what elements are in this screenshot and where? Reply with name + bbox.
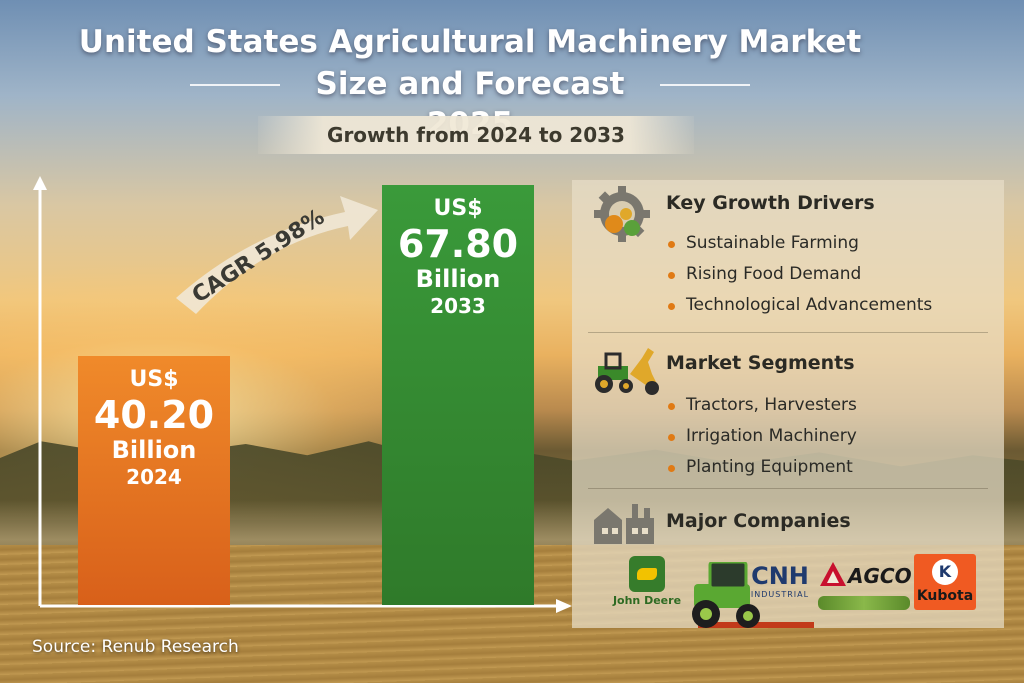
section-divider [588,488,988,489]
bar-value-label: 40.20 [94,393,214,437]
bar-value-label: 67.80 [398,222,518,266]
agco-logo: AGCO [818,556,912,618]
bar-2024 [78,356,230,605]
cnh-logo: CNH INDUSTRIAL [748,562,812,612]
cnh-sublabel: INDUSTRIAL [750,590,810,599]
segments-list: Tractors, Harvesters Irrigation Machiner… [668,390,857,483]
bar-value-prefix: US$ [433,196,482,221]
agco-triangle-icon [820,562,846,586]
drivers-section: Key Growth Drivers Sustainable Farming R… [572,180,1004,330]
section-divider [588,332,988,333]
cagr-arrow: CAGR 5.98% [176,196,378,314]
companies-section: Major Companies [572,492,1004,552]
john-deere-label: John Deere [612,594,682,607]
bar-unit-label: Billion [112,436,197,464]
gears-icon [594,186,650,242]
cnh-label: CNH [751,562,809,590]
title-line-1: United States Agricultural Machinery Mar… [78,24,862,60]
page-title: United States Agricultural Machinery Mar… [60,22,880,62]
tractor-illustration-icon [692,562,814,628]
bar-year-label: 2033 [430,294,486,318]
deer-icon [629,556,665,592]
bar-unit-label: Billion [416,265,501,293]
x-axis-arrow [556,599,572,613]
info-panel: Key Growth Drivers Sustainable Farming R… [572,180,1004,628]
list-item: Sustainable Farming [668,228,932,259]
bar-2033 [382,185,534,605]
list-item: Rising Food Demand [668,259,932,290]
subtitle: Growth from 2024 to 2033 [258,116,694,154]
kubota-logo: K Kubota [914,554,976,610]
title-rule-left [190,84,280,86]
bar-year-label: 2024 [126,465,182,489]
source-note: Source: Renub Research [32,637,239,657]
agco-field-graphic [818,596,910,610]
drivers-title: Key Growth Drivers [666,192,875,214]
list-item: Tractors, Harvesters [668,390,857,421]
list-item: Planting Equipment [668,452,857,483]
list-item: Technological Advancements [668,290,932,321]
kubota-emblem-icon: K [932,559,958,585]
tractor-icon [595,348,659,395]
kubota-label: Kubota [916,588,974,604]
companies-title: Major Companies [666,510,851,532]
company-logos: John Deere CNH INDUSTRIAL AGCO K Kubota [612,548,992,628]
segments-section: Market Segments Tractors, Harvesters Irr… [572,336,1004,486]
segments-title: Market Segments [666,352,855,374]
drivers-list: Sustainable Farming Rising Food Demand T… [668,228,932,321]
y-axis-arrow [33,176,47,190]
factory-icon [594,504,654,544]
bar-value-prefix: US$ [129,367,178,392]
john-deere-logo: John Deere [612,556,682,616]
list-item: Irrigation Machinery [668,421,857,452]
cagr-arrow-shape [176,196,378,314]
title-rule-right [660,84,750,86]
cagr-label: CAGR 5.98% [188,205,329,309]
agco-label: AGCO [848,564,912,588]
